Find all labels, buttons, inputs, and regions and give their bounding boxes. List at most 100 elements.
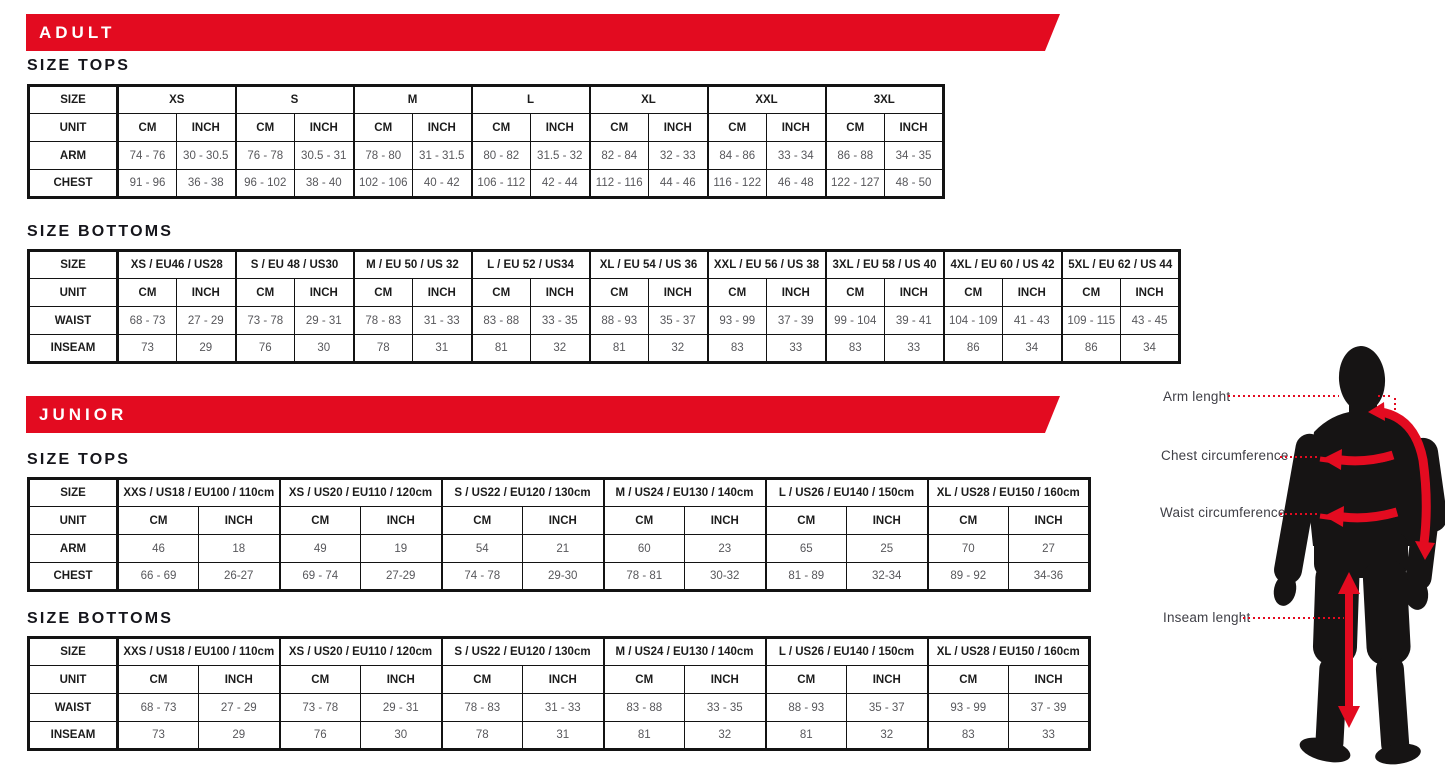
table-cell: 32 - 33: [648, 141, 708, 170]
table-cell: CM: [440, 506, 523, 535]
table-cell: 82 - 84: [588, 141, 649, 170]
table-cell: 27 - 29: [198, 693, 280, 722]
table-cell: CM: [278, 665, 361, 694]
table-cell: INCH: [294, 278, 354, 307]
table-cell: XL / EU 54 / US 36: [588, 250, 708, 279]
table-cell: 86: [942, 334, 1003, 363]
table-cell: 54: [440, 534, 523, 563]
table-cell: 44 - 46: [648, 169, 708, 198]
table-cell: CM: [764, 665, 847, 694]
adult-size-tops-heading: SIZE TOPS: [27, 57, 131, 74]
table-cell: XS / US20 / EU110 / 120cm: [278, 637, 442, 666]
table-cell: INCH: [884, 113, 944, 142]
table-cell: 43 - 45: [1120, 306, 1180, 335]
table-cell: 73: [116, 334, 177, 363]
table-cell: CM: [764, 506, 847, 535]
table-cell: XXS / US18 / EU100 / 110cm: [116, 478, 280, 507]
table-cell: 48 - 50: [884, 169, 944, 198]
table-cell: INCH: [294, 113, 354, 142]
table-cell: 93 - 99: [706, 306, 767, 335]
table-cell: 32: [846, 721, 928, 750]
table-cell: 32: [530, 334, 590, 363]
table-cell: INCH: [1008, 665, 1090, 694]
table-cell: 31: [412, 334, 472, 363]
table-cell: CM: [116, 113, 177, 142]
table-cell: 46: [116, 534, 199, 563]
table-cell: 78 - 83: [440, 693, 523, 722]
table-cell: 76: [234, 334, 295, 363]
waist-arrow: [1319, 506, 1399, 527]
table-cell: INCH: [766, 113, 826, 142]
table-cell: 73 - 78: [234, 306, 295, 335]
table-cell: 35 - 37: [648, 306, 708, 335]
table-cell: UNIT: [28, 665, 119, 694]
table-cell: 84 - 86: [706, 141, 767, 170]
table-cell: XS / EU46 / US28: [116, 250, 236, 279]
table-cell: L: [470, 85, 590, 114]
table-cell: 18: [198, 534, 280, 563]
table-cell: 81: [588, 334, 649, 363]
table-cell: INCH: [684, 665, 766, 694]
table-cell: 34: [1002, 334, 1062, 363]
table-cell: INCH: [176, 113, 236, 142]
table-cell: XS: [116, 85, 236, 114]
table-cell: CM: [278, 506, 361, 535]
table-cell: 102 - 106: [352, 169, 413, 198]
table-cell: CM: [116, 665, 199, 694]
table-cell: 49: [278, 534, 361, 563]
adult-section-banner: ADULT: [26, 14, 1060, 51]
table-cell: XS / US20 / EU110 / 120cm: [278, 478, 442, 507]
table-cell: 74 - 78: [440, 562, 523, 591]
table-cell: ARM: [28, 534, 119, 563]
table-cell: INCH: [176, 278, 236, 307]
table-cell: 83: [706, 334, 767, 363]
junior-size-bottoms-table: SIZE XXS / US18 / EU100 / 110cm XS / US20 …: [27, 636, 1091, 751]
table-cell: 78: [440, 721, 523, 750]
waist-circumference-label: Waist circumference: [1160, 505, 1286, 520]
table-cell: 36 - 38: [176, 169, 236, 198]
table-cell: 32: [648, 334, 708, 363]
table-cell: INCH: [1002, 278, 1062, 307]
table-cell: 89 - 92: [926, 562, 1009, 591]
table-cell: CM: [116, 506, 199, 535]
table-cell: 31: [522, 721, 604, 750]
table-cell: INSEAM: [28, 334, 119, 363]
table-cell: 38 - 40: [294, 169, 354, 198]
table-cell: 29: [198, 721, 280, 750]
table-cell: XXL / EU 56 / US 38: [706, 250, 826, 279]
table-cell: INCH: [530, 113, 590, 142]
table-cell: CM: [234, 113, 295, 142]
table-cell: 93 - 99: [926, 693, 1009, 722]
table-cell: 27 - 29: [176, 306, 236, 335]
table-cell: CM: [824, 278, 885, 307]
table-cell: INSEAM: [28, 721, 119, 750]
table-cell: CM: [602, 506, 685, 535]
inseam-length-label: Inseam lenght: [1163, 610, 1251, 625]
table-cell: 96 - 102: [234, 169, 295, 198]
table-cell: 29 - 31: [294, 306, 354, 335]
table-cell: 25: [846, 534, 928, 563]
table-cell: 34 - 35: [884, 141, 944, 170]
table-cell: 76: [278, 721, 361, 750]
table-cell: 76 - 78: [234, 141, 295, 170]
table-cell: 81: [764, 721, 847, 750]
table-cell: 83 - 88: [602, 693, 685, 722]
table-cell: 26-27: [198, 562, 280, 591]
arm-length-arrow: [1368, 402, 1435, 560]
table-cell: L / US26 / EU140 / 150cm: [764, 637, 928, 666]
table-cell: INCH: [198, 506, 280, 535]
table-cell: 116 - 122: [706, 169, 767, 198]
table-cell: XXL: [706, 85, 826, 114]
table-cell: 37 - 39: [1008, 693, 1090, 722]
table-cell: UNIT: [28, 113, 119, 142]
table-cell: CM: [470, 278, 531, 307]
table-cell: 106 - 112: [470, 169, 531, 198]
table-cell: CHEST: [28, 562, 119, 591]
table-cell: CM: [588, 278, 649, 307]
table-cell: 33 - 35: [684, 693, 766, 722]
table-cell: 60: [602, 534, 685, 563]
size-table: SIZE XXS / US18 / EU100 / 110cm XS / US20 …: [27, 636, 1091, 751]
table-cell: WAIST: [28, 306, 119, 335]
arm-leader-line: [1228, 395, 1396, 410]
